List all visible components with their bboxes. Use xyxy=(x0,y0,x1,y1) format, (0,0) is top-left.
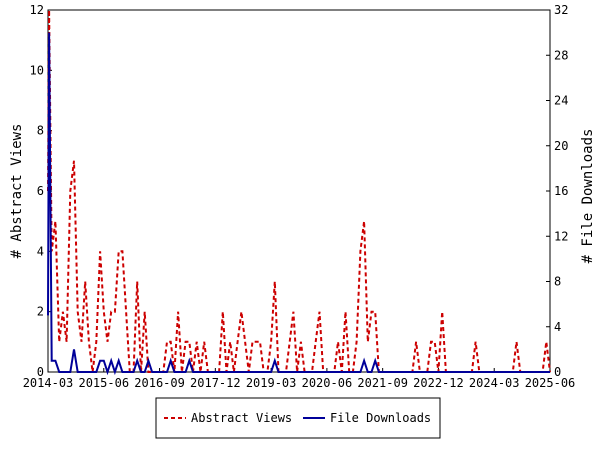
y-right-tick-label-4: 16 xyxy=(554,184,568,198)
y-right-tick-label-8: 32 xyxy=(554,3,568,17)
y-left-tick-label-5: 10 xyxy=(30,63,44,77)
y-axis-right: 0 4 8 12 16 20 24 28 32 xyxy=(546,3,568,379)
x-axis: 2014-03 2015-06 2016-09 2017-12 2019-03 2020-… xyxy=(23,368,576,390)
series-layer xyxy=(47,9,551,376)
y-right-tick-label-0: 0 xyxy=(554,365,561,379)
x-tick-label-8: 2024-03 xyxy=(469,376,520,390)
x-tick-label-0: 2014-03 xyxy=(23,376,74,390)
series-line-file-downloads xyxy=(47,32,550,376)
x-tick-label-4: 2019-03 xyxy=(246,376,297,390)
y-left-tick-label-4: 8 xyxy=(37,124,44,138)
x-tick-label-2: 2016-09 xyxy=(134,376,185,390)
y-left-tick-label-6: 12 xyxy=(30,3,44,17)
legend-label-abstract-views: Abstract Views xyxy=(191,411,292,425)
y-axis-left: 0 2 4 6 8 10 12 xyxy=(30,3,52,379)
y-right-tick-label-3: 12 xyxy=(554,229,568,243)
y-right-tick-label-2: 8 xyxy=(554,275,561,289)
y-axis-right-label: # File Downloads xyxy=(580,129,596,264)
y-left-tick-label-2: 4 xyxy=(37,244,44,258)
x-tick-label-3: 2017-12 xyxy=(190,376,241,390)
x-tick-label-1: 2015-06 xyxy=(78,376,129,390)
legend: Abstract Views File Downloads xyxy=(155,397,441,439)
y-right-tick-label-5: 20 xyxy=(554,139,568,153)
legend-label-file-downloads: File Downloads xyxy=(330,411,431,425)
x-tick-label-6: 2021-09 xyxy=(357,376,408,390)
x-tick-label-7: 2022-12 xyxy=(413,376,464,390)
series-line-abstract-views xyxy=(47,9,551,373)
y-left-tick-label-0: 0 xyxy=(37,365,44,379)
y-left-tick-label-1: 2 xyxy=(37,305,44,319)
x-tick-label-9: 2025-06 xyxy=(525,376,576,390)
legend-box xyxy=(155,397,441,439)
x-tick-label-5: 2020-06 xyxy=(302,376,353,390)
y-right-tick-label-6: 24 xyxy=(554,94,568,108)
y-left-tick-label-3: 6 xyxy=(37,184,44,198)
plot-frame xyxy=(47,9,551,373)
y-right-tick-label-1: 4 xyxy=(554,320,561,334)
y-axis-left-label: # Abstract Views xyxy=(9,124,25,259)
y-right-tick-label-7: 28 xyxy=(554,48,568,62)
